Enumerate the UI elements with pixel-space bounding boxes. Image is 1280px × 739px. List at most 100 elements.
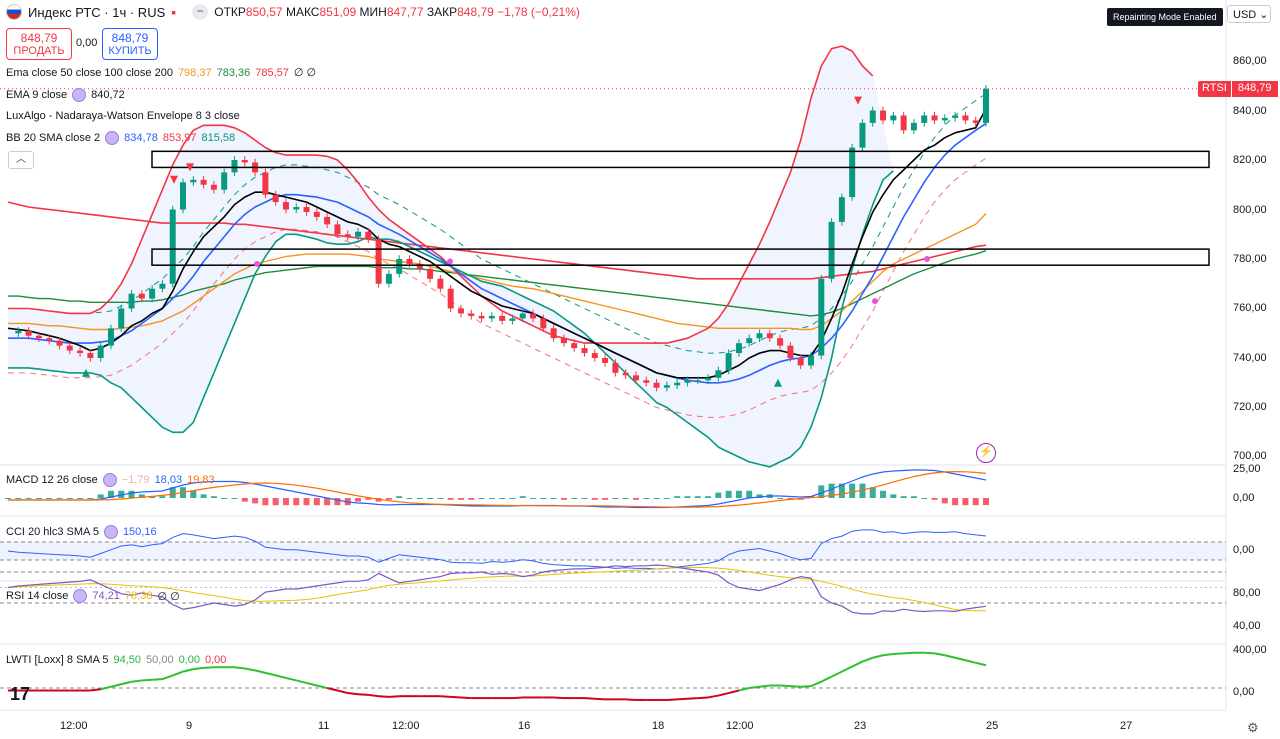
lwti-segment bbox=[275, 674, 287, 679]
cci-band bbox=[0, 542, 1226, 560]
macd-histogram-bar bbox=[653, 498, 660, 499]
macd-histogram-bar bbox=[241, 498, 248, 502]
macd-histogram-bar bbox=[931, 498, 938, 500]
cci-legend[interactable]: CCI 20 hlc3 SMA 5 150,16 bbox=[6, 525, 157, 539]
indicator-ema-triple[interactable]: Ema close 50 close 100 close 200 798,37 … bbox=[6, 66, 317, 80]
candle-body bbox=[355, 231, 362, 237]
candle-body bbox=[468, 313, 475, 316]
candle-body bbox=[612, 362, 619, 373]
lightning-icon[interactable]: ⚡ bbox=[976, 443, 996, 463]
lwti-segment bbox=[90, 688, 101, 692]
candle-body bbox=[334, 224, 341, 235]
indicator-luxalgo[interactable]: LuxAlgo - Nadaraya-Watson Envelope 8 3 c… bbox=[6, 110, 240, 122]
candle-body bbox=[756, 333, 763, 339]
candle-body bbox=[241, 160, 248, 163]
macd-histogram-bar bbox=[663, 498, 670, 499]
candle-body bbox=[437, 278, 444, 289]
macd-histogram-bar bbox=[900, 496, 907, 498]
candle-body bbox=[97, 345, 104, 358]
macd-histogram-bar bbox=[540, 498, 547, 499]
macd-histogram-bar bbox=[499, 498, 506, 499]
lwti-legend[interactable]: LWTI [Loxx] 8 SMA 5 94,50 50,00 0,00 0,0… bbox=[6, 654, 226, 666]
rsi-legend[interactable]: RSI 14 close 74,21 78,38 ∅ ∅ bbox=[6, 589, 180, 603]
macd-histogram-bar bbox=[622, 498, 629, 499]
cross-marker bbox=[254, 260, 260, 267]
time-tick: 12:00 bbox=[60, 720, 88, 732]
lwti-axis-tick: 0,00 bbox=[1233, 686, 1255, 698]
data-window-icon bbox=[72, 88, 87, 102]
data-window-icon bbox=[105, 131, 120, 145]
lwti-segment bbox=[810, 680, 822, 688]
candle-body bbox=[447, 288, 454, 309]
macd-hist-value: −1,79 bbox=[121, 474, 150, 486]
macd-histogram-bar bbox=[231, 498, 238, 499]
candle-body bbox=[869, 110, 876, 123]
lwti-axis-tick: 400,00 bbox=[1233, 644, 1267, 656]
nwe-lower-line bbox=[8, 157, 987, 418]
indicator-ema9[interactable]: EMA 9 close 840,72 bbox=[6, 88, 125, 102]
time-tick: 23 bbox=[854, 720, 867, 732]
ema9-value: 840,72 bbox=[91, 89, 125, 101]
tradingview-logo: 17 bbox=[10, 684, 31, 704]
lwti-segment bbox=[687, 697, 698, 700]
lwti-segment bbox=[934, 652, 946, 657]
macd-histogram-bar bbox=[519, 496, 526, 498]
lwti-segment bbox=[728, 689, 740, 695]
price-tick: 860,00 bbox=[1233, 55, 1267, 67]
rsi-ma-value: 78,38 bbox=[124, 590, 153, 602]
bookmark-icon[interactable]: ▪ bbox=[171, 4, 177, 20]
sell-button[interactable]: 848,79 ПРОДАТЬ bbox=[6, 28, 72, 60]
lwti-segment bbox=[316, 684, 328, 689]
macd-histogram-bar bbox=[735, 490, 742, 498]
lwti-v2: 50,00 bbox=[146, 654, 174, 666]
lwti-segment bbox=[337, 689, 348, 695]
macd-histogram-bar bbox=[602, 498, 609, 500]
cross-marker bbox=[872, 298, 878, 305]
macd-histogram-bar bbox=[25, 498, 32, 499]
candle-body bbox=[478, 315, 485, 319]
buy-button[interactable]: 848,79 КУПИТЬ bbox=[102, 28, 158, 60]
settings-gear-icon[interactable]: ⚙ bbox=[1247, 720, 1259, 735]
ema-triple-tail: ∅ ∅ bbox=[293, 67, 317, 79]
macd-legend[interactable]: MACD 12 26 close −1,79 18,03 19,83 bbox=[6, 473, 215, 487]
candle-body bbox=[87, 353, 94, 358]
lwti-segment bbox=[244, 667, 256, 672]
candle-body bbox=[674, 382, 681, 386]
collapse-legend-button[interactable]: ︿ bbox=[8, 151, 34, 169]
candle-body bbox=[591, 353, 598, 358]
lwti-segment bbox=[285, 676, 297, 682]
lwti-segment bbox=[584, 697, 595, 700]
indicator-bb[interactable]: BB 20 SMA close 2 834,78 853,97 815,58 bbox=[6, 131, 235, 145]
candle-body bbox=[169, 209, 176, 284]
currency-select[interactable]: USD ⌄ bbox=[1227, 5, 1271, 23]
candle-body bbox=[149, 288, 156, 299]
cci-line bbox=[7, 529, 987, 570]
open-label: ОТКР bbox=[214, 5, 246, 19]
candle-body bbox=[602, 358, 609, 363]
lwti-segment bbox=[121, 680, 132, 686]
lwti-segment bbox=[820, 675, 833, 683]
candle-body bbox=[828, 221, 835, 279]
macd-histogram-bar bbox=[128, 490, 135, 498]
rsi-line bbox=[7, 564, 987, 615]
lwti-segment bbox=[110, 683, 122, 688]
candle-body bbox=[632, 375, 639, 381]
data-window-icon bbox=[103, 525, 118, 539]
minus-icon[interactable]: − bbox=[192, 4, 209, 20]
buy-price: 848,79 bbox=[111, 31, 149, 45]
close-label: ЗАКР bbox=[426, 5, 458, 19]
cci-name: CCI 20 hlc3 SMA 5 bbox=[6, 526, 99, 538]
candle-body bbox=[272, 194, 279, 203]
candle-body bbox=[406, 259, 413, 264]
lwti-segment bbox=[141, 678, 153, 682]
chart-header: Индекс РТС · 1ч · RUS ▪ − ОТКР850,57 МАК… bbox=[6, 4, 580, 20]
lwti-segment bbox=[666, 698, 678, 701]
symbol-title[interactable]: Индекс РТС · 1ч · RUS bbox=[28, 4, 166, 20]
candle-body bbox=[550, 328, 557, 339]
high-label: МАКС bbox=[285, 5, 320, 19]
close-value: 848,79 bbox=[457, 5, 494, 19]
macd-histogram-bar bbox=[952, 498, 959, 506]
candle-body bbox=[859, 122, 866, 148]
candle-body bbox=[571, 343, 578, 349]
